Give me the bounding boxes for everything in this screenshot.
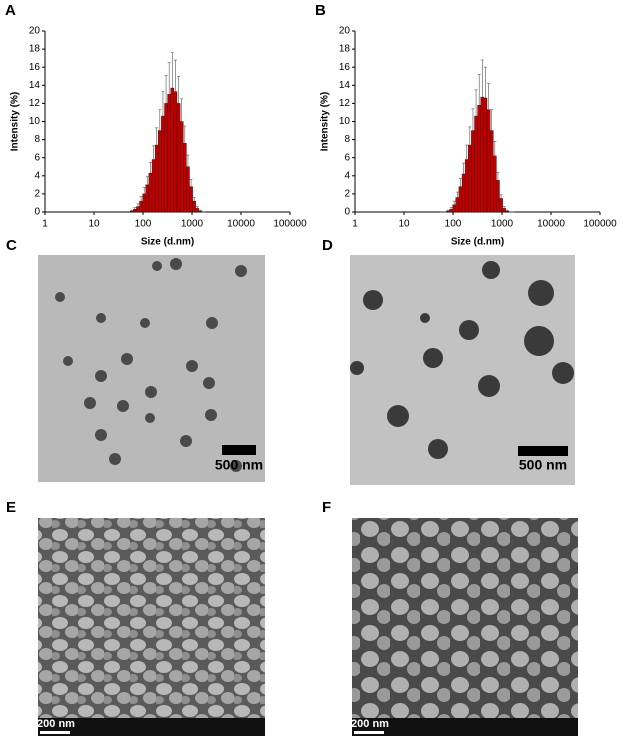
y-tick-label: 10 [339,116,351,127]
bar [496,180,500,213]
bar [154,144,159,213]
y-tick-label: 14 [29,80,41,91]
bar [183,143,187,213]
y-tick-label: 6 [344,152,350,163]
y-axis-title: Intensity (%) [320,92,331,151]
bar [142,193,146,213]
bar [468,144,472,213]
bar [192,200,196,213]
bar [477,105,481,213]
bar [483,97,488,213]
bar [452,204,456,213]
bar [129,210,134,213]
bar [139,200,143,213]
y-tick-label: 16 [339,62,351,73]
y-tick-label: 4 [34,170,40,181]
bar [449,209,453,213]
bar [145,184,150,213]
bar [173,91,178,213]
panel-label: F [322,499,331,516]
x-tick-label: 100000 [273,219,307,230]
x-tick-label: 1000 [181,219,204,230]
y-tick-label: 2 [34,189,40,200]
scale-bar-label: 500 nm [519,457,567,473]
y-tick-label: 2 [344,189,350,200]
y-tick-label: 10 [29,116,41,127]
bar [461,173,466,213]
panel-label: E [6,499,16,516]
x-tick-label: 1000 [491,219,514,230]
scale-bar-label: 200 nm [37,718,75,730]
bar [493,155,497,213]
bar [499,198,503,213]
panel-label: A [5,2,16,19]
y-tick-label: 16 [29,62,41,73]
y-tick-label: 8 [344,134,350,145]
y-tick-label: 4 [344,170,350,181]
bar [464,159,469,213]
x-tick-label: 10000 [227,219,255,230]
sem-image [352,518,578,736]
y-tick-label: 8 [34,134,40,145]
x-tick-label: 10000 [537,219,565,230]
bar [471,130,475,213]
bar [446,210,450,213]
bar [151,159,156,213]
x-tick-label: 1 [352,219,358,230]
bar [158,130,162,213]
x-tick-label: 100 [445,219,462,230]
bar [195,208,200,213]
bar [148,172,153,213]
panel-label: D [322,237,333,254]
bar [505,210,510,213]
bar [176,103,181,213]
y-tick-label: 0 [34,207,40,218]
bar [164,103,168,213]
bar [455,197,460,213]
y-tick-label: 0 [344,207,350,218]
bar [161,115,165,213]
bar [189,186,193,213]
bar [133,209,137,213]
bar [458,186,463,213]
x-tick-label: 1 [42,219,48,230]
scale-bar-label: 500 nm [215,457,263,473]
bar [167,94,171,213]
y-tick-label: 6 [34,152,40,163]
panel-label: B [315,2,326,19]
bar [136,206,140,213]
bar [474,115,478,213]
bar [502,208,506,213]
x-axis-title: Size (d.nm) [141,237,194,248]
x-tick-label: 10 [398,219,410,230]
bar [186,166,190,213]
y-tick-label: 12 [29,98,41,109]
y-tick-label: 20 [339,26,351,37]
scale-bar-label: 200 nm [351,718,389,730]
x-tick-label: 100 [135,219,152,230]
bar [198,210,203,213]
y-tick-label: 12 [339,98,351,109]
tem-image [350,255,575,485]
bar [489,130,494,213]
x-tick-label: 10 [88,219,100,230]
bar [170,87,175,213]
tem-image [38,255,265,482]
bar [486,109,491,213]
x-tick-label: 100000 [583,219,617,230]
y-tick-label: 18 [29,44,41,55]
bar [480,96,485,213]
y-axis-title: Intensity (%) [10,92,21,151]
y-tick-label: 20 [29,26,41,37]
x-axis-title: Size (d.nm) [451,237,504,248]
sem-image [38,518,265,736]
bar [179,121,184,213]
y-tick-label: 14 [339,80,351,91]
panel-label: C [6,237,17,254]
y-tick-label: 18 [339,44,351,55]
